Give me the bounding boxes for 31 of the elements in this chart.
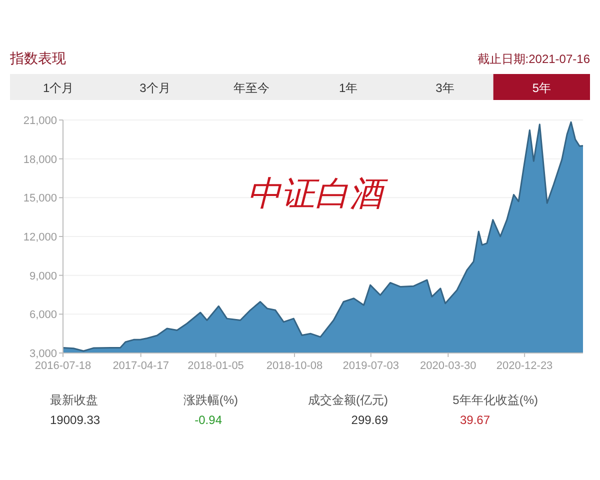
text: 最新收盘: [50, 393, 98, 407]
x-tick-label: 2020-03-30: [420, 360, 476, 372]
text: 成交金额(亿元): [308, 393, 388, 407]
text: 年至今: [234, 81, 270, 95]
chart-title: 指数表现: [9, 50, 66, 66]
x-tick-label: 2017-04-17: [112, 360, 169, 372]
annotation: 中证白酒: [247, 176, 388, 213]
text: 3个月: [140, 81, 170, 95]
text: 3年: [436, 81, 454, 95]
x-tick-label: 2016-07-18: [34, 360, 92, 372]
text: 1个月: [42, 81, 74, 95]
y-tick-label: 3,000: [29, 348, 57, 360]
text: 1年: [338, 81, 358, 95]
text: 涨跌幅(%): [183, 393, 238, 407]
y-tick-label: 21,000: [23, 115, 57, 127]
y-tick-label: 15,000: [23, 192, 57, 205]
x-tick-label: 2018-01-05: [188, 360, 244, 372]
text: 39.67: [460, 413, 490, 427]
chart-subtitle: 截止日期:2021-07-16: [477, 52, 590, 66]
text: 5年: [532, 81, 552, 95]
y-tick-label: 9,000: [29, 270, 57, 282]
x-tick-label: 2019-07-03: [342, 360, 400, 372]
x-tick-label: 2018-10-08: [266, 360, 323, 372]
y-tick-label: 12,000: [23, 232, 57, 244]
text: 5年年化收益(%): [452, 393, 538, 407]
text: 299.69: [351, 413, 388, 427]
text: 19009.33: [50, 413, 100, 427]
text: -0.94: [194, 413, 222, 427]
y-tick-label: 18,000: [23, 154, 57, 166]
x-tick-label: 2020-12-23: [496, 360, 553, 372]
y-tick-label: 6,000: [29, 309, 57, 322]
